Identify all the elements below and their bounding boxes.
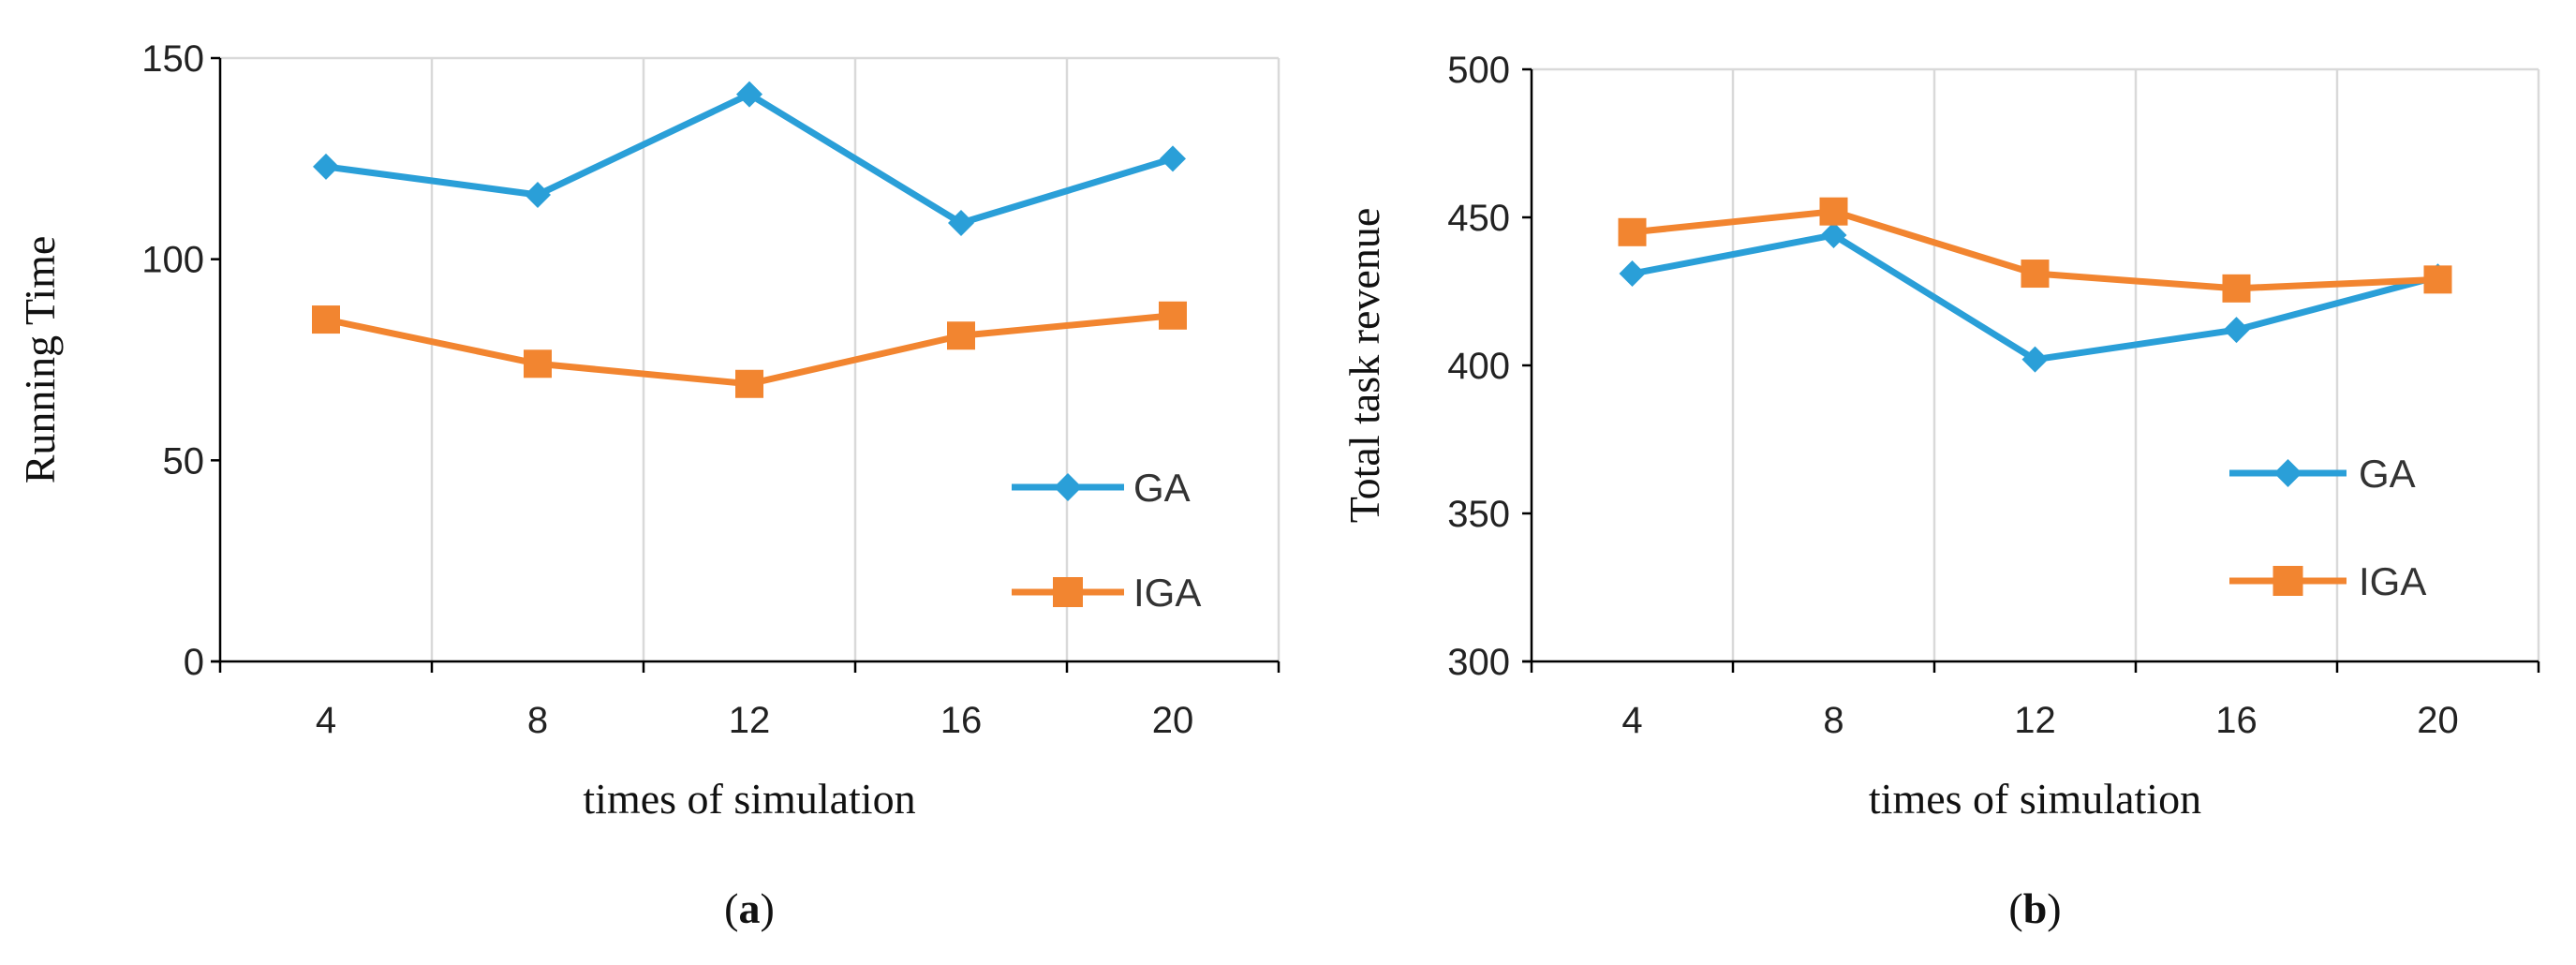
legend-marker: [1053, 577, 1083, 607]
series-line-ga: [325, 91, 1175, 227]
y-tick-label: 0: [184, 642, 204, 683]
legend-marker: [2273, 566, 2303, 596]
x-tick-label: 8: [1823, 700, 1843, 741]
legend-label: GA: [1133, 466, 1191, 510]
chart-panel-b: 300 350 400 450 500 4 8 12 16 20 times of simulati…: [1340, 50, 2540, 932]
panel-letter: a: [739, 884, 761, 932]
x-tick-label: 8: [527, 700, 548, 741]
data-point-ga: [948, 210, 974, 237]
y-axis-title: Running Time: [16, 236, 64, 484]
data-point-iga: [524, 349, 552, 379]
x-tick-label: 16: [940, 700, 983, 741]
series-iga: [312, 301, 1187, 398]
legend-item-ga: GA: [2229, 452, 2416, 496]
x-tick-label: 12: [2014, 700, 2056, 741]
y-tick-label: 400: [1447, 346, 1510, 387]
series-iga: [1618, 197, 2452, 303]
legend-label: IGA: [2359, 559, 2426, 603]
data-point-iga: [735, 369, 763, 398]
y-tick-label: 350: [1447, 494, 1510, 535]
y-axis-title: Total task revenue: [1340, 208, 1388, 524]
data-point-iga: [2021, 260, 2050, 289]
x-axis-title: times of simulation: [1869, 775, 2201, 823]
data-point-iga: [947, 321, 975, 350]
panel-label: (a): [724, 884, 775, 932]
x-tick-label: 16: [2215, 700, 2258, 741]
legend-marker: [1054, 473, 1082, 501]
legend-item-iga: IGA: [2229, 559, 2426, 603]
x-tick-label: 20: [1152, 700, 1194, 741]
y-tick-label: 150: [141, 38, 204, 80]
data-point-iga: [1159, 301, 1187, 330]
data-point-iga: [1618, 217, 1647, 246]
series-ga: [1619, 221, 2451, 373]
data-point-ga: [525, 181, 551, 208]
data-point-ga: [736, 81, 762, 108]
data-point-iga: [2222, 274, 2251, 303]
x-tick-label: 12: [729, 700, 771, 741]
legend-item-iga: IGA: [1012, 571, 1201, 615]
data-point-ga: [2223, 317, 2250, 344]
legend-label: GA: [2359, 452, 2416, 496]
x-tick-label: 4: [316, 700, 336, 741]
x-tick-label: 4: [1621, 700, 1642, 741]
data-point-ga: [1820, 221, 1847, 248]
legend-label: IGA: [1133, 571, 1201, 615]
x-tick-label: 20: [2417, 700, 2459, 741]
y-tick-label: 500: [1447, 50, 1510, 91]
data-point-ga: [1619, 260, 1646, 288]
chart-panel-a: 0 50 100 150 4 8 12 16 20 times of simulation Runn…: [16, 38, 1281, 932]
legend-item-ga: GA: [1012, 466, 1191, 510]
data-point-ga: [313, 153, 339, 180]
series-ga: [313, 81, 1186, 237]
y-tick-label: 300: [1447, 642, 1510, 683]
data-point-ga: [1160, 145, 1186, 172]
data-point-iga: [2423, 265, 2452, 294]
data-point-ga: [2021, 346, 2049, 373]
y-tick-label: 50: [163, 440, 205, 482]
y-tick-label: 100: [141, 240, 204, 281]
panel-letter: b: [2023, 884, 2048, 932]
panel-label: (b): [2008, 884, 2061, 932]
data-point-iga: [1819, 197, 1848, 226]
x-axis-title: times of simulation: [583, 775, 915, 823]
y-tick-label: 450: [1447, 198, 1510, 239]
data-point-iga: [312, 305, 340, 334]
legend-marker: [2273, 459, 2302, 487]
series-line-ga: [1631, 231, 2439, 364]
